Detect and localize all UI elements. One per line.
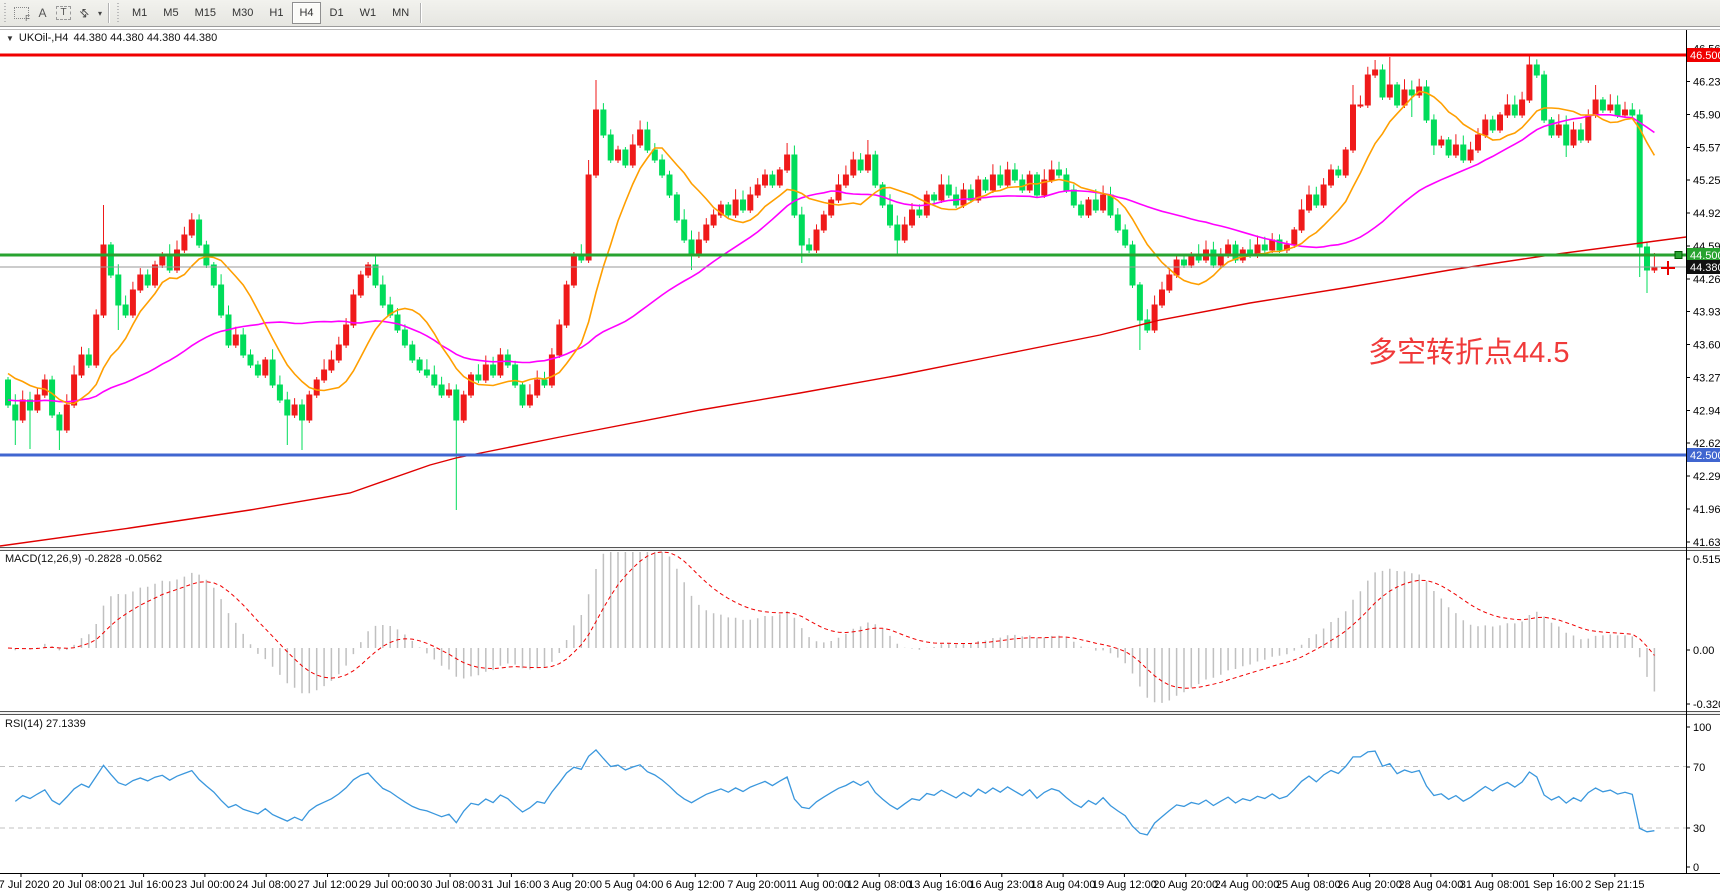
price-axis-label: 44.920 [1693, 208, 1720, 220]
time-axis-label: 13 Aug 16:00 [908, 879, 973, 891]
price-axis-label: 44.260 [1693, 274, 1720, 286]
symbol-dropdown-icon[interactable]: ▼ [6, 33, 14, 43]
time-axis-label: 7 Aug 20:00 [727, 879, 786, 891]
ohlc-values: 44.380 44.380 44.380 44.380 [73, 32, 218, 44]
tf-button-M15[interactable]: M15 [194, 7, 216, 19]
price-axis-label: 45.575 [1693, 143, 1720, 155]
time-axis-label: 28 Aug 04:00 [1398, 879, 1463, 891]
time-axis-label: 5 Aug 04:00 [605, 879, 664, 891]
time-axis-label: 2 Sep 21:15 [1585, 879, 1644, 891]
last-bar-cross-marker [1661, 261, 1675, 275]
cursor-mode-caret-icon[interactable]: ▾ [97, 8, 102, 18]
panel-separator[interactable] [0, 711, 1720, 715]
rsi-indicator-label: RSI(14) 27.1339 [5, 718, 86, 730]
tf-button-M5[interactable]: M5 [163, 7, 179, 19]
tf-button-M1[interactable]: M1 [132, 7, 148, 19]
time-axis-label: 26 Aug 20:00 [1337, 879, 1402, 891]
hline-price-badge [1687, 248, 1720, 262]
hline-handle[interactable] [1674, 251, 1683, 259]
ma-fast-line [7, 90, 1656, 405]
tf-button-D1[interactable]: D1 [329, 7, 344, 19]
time-axis-label: 25 Aug 08:00 [1276, 879, 1341, 891]
tf-button-M30[interactable]: M30 [231, 7, 254, 19]
price-axis-label: 42.620 [1693, 438, 1720, 450]
time-axis-label: 20 Jul 08:00 [52, 879, 112, 891]
time-axis-label: 11 Aug 00:00 [786, 879, 850, 891]
macd-axis-label: -0.3207 [1693, 699, 1720, 711]
text-annotation-icon[interactable]: A [38, 6, 47, 20]
price-axis-label: 42.290 [1693, 471, 1720, 483]
hline-badge-label: 42.500 [1690, 450, 1720, 462]
time-axis-label: 31 Aug 08:00 [1460, 879, 1525, 891]
time-axis-label: 30 Jul 08:00 [420, 879, 480, 891]
candle-bodies-up [19, 64, 1658, 431]
candle-bodies-down [5, 64, 1650, 431]
current-price-badge [1687, 260, 1720, 274]
macd-axis-label: 0.00 [1693, 645, 1714, 657]
tf-button-MN[interactable]: MN [392, 7, 410, 19]
price-axis-label: 43.275 [1693, 373, 1720, 385]
time-axis-label: 12 Aug 08:00 [847, 879, 912, 891]
price-axis-label: 43.935 [1693, 307, 1720, 319]
panel-separator[interactable] [0, 547, 1720, 551]
annotation-text[interactable]: 多空转折点44.5 [1368, 337, 1570, 369]
text-label-icon[interactable]: T [53, 3, 74, 23]
ma-slow-line [0, 236, 1687, 547]
macd-axis-label: 0.5151 [1693, 554, 1720, 566]
chart-background [0, 27, 1720, 894]
rsi-axis-label: 70 [1693, 762, 1705, 774]
price-axis-label: 46.235 [1693, 77, 1720, 89]
hline-price-badge [1687, 448, 1720, 462]
tf-button-H4[interactable]: H4 [292, 2, 321, 24]
macd-signal-line [7, 551, 1655, 689]
time-axis-label: 17 Jul 2020 [0, 879, 49, 891]
time-axis-label: 3 Aug 20:00 [543, 879, 602, 891]
rsi-axis-label: 30 [1693, 823, 1705, 835]
time-axis-label: 18 Aug 04:00 [1031, 879, 1096, 891]
time-axis-label: 23 Jul 00:00 [175, 879, 235, 891]
hline-badge-label: 46.500 [1690, 50, 1720, 62]
price-axis-label: 42.945 [1693, 406, 1720, 418]
rsi-line [14, 748, 1655, 836]
chart-header: ▼ UKOil-,H4 44.380 44.380 44.380 44.380 [6, 32, 217, 44]
price-axis-label: 41.630 [1693, 537, 1720, 549]
price-axis-label: 43.605 [1693, 340, 1720, 352]
price-axis-label: 45.250 [1693, 175, 1720, 187]
time-axis-label: 29 Jul 00:00 [359, 879, 419, 891]
tf-button-W1[interactable]: W1 [359, 7, 377, 19]
time-axis-label: 24 Jul 08:00 [236, 879, 296, 891]
time-axis-label: 27 Jul 12:00 [298, 879, 358, 891]
price-axis-label: 45.905 [1693, 110, 1720, 122]
time-axis-label: 6 Aug 12:00 [666, 879, 725, 891]
hline-badge-label: 44.500 [1690, 250, 1720, 262]
time-axis-label: 1 Sep 16:00 [1524, 879, 1583, 891]
tf-button-H1[interactable]: H1 [269, 7, 284, 19]
price-axis-label: 41.960 [1693, 504, 1720, 516]
symbol-period-label: UKOil-,H4 [18, 32, 69, 44]
time-axis-label: 31 Jul 16:00 [481, 879, 541, 891]
toolbar: F A T ⇵ ▾ M1 M5 M15 M30 H1 H4 D1 W1 MN [0, 0, 1720, 27]
ma-mid-line [7, 113, 1655, 403]
rsi-axis-label: 100 [1693, 722, 1711, 734]
time-axis-label: 24 Aug 00:00 [1215, 879, 1280, 891]
hline-badge-label: 44.380 [1690, 262, 1720, 274]
rsi-axis-label: 0 [1693, 862, 1699, 874]
time-axis-label: 20 Aug 20:00 [1153, 879, 1218, 891]
time-axis-label: 19 Aug 12:00 [1092, 879, 1157, 891]
time-axis-label: 16 Aug 23:00 [969, 879, 1034, 891]
hline-price-badge [1687, 48, 1720, 62]
time-axis-label: 21 Jul 16:00 [114, 879, 174, 891]
macd-histogram [14, 552, 1656, 703]
macd-indicator-label: MACD(12,26,9) -0.2828 -0.0562 [5, 553, 163, 565]
cursor-mode-icon[interactable]: ⇵ [77, 5, 93, 21]
chart-shift-icon[interactable]: F [11, 3, 32, 23]
